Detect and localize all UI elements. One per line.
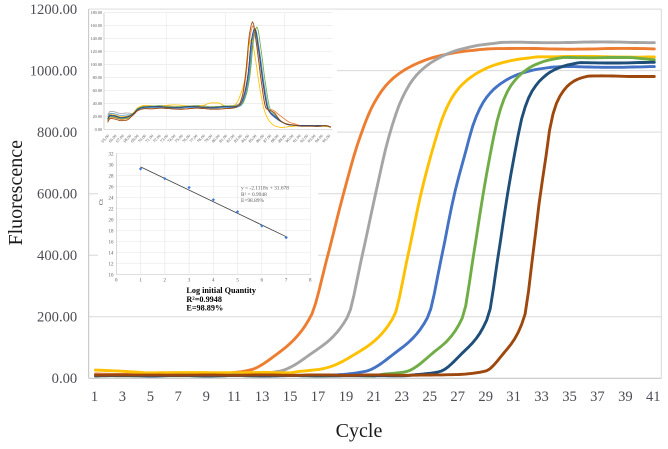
svg-text:7: 7 <box>175 389 182 405</box>
svg-text:66.00: 66.00 <box>107 133 117 143</box>
svg-text:70.00: 70.00 <box>137 133 147 143</box>
svg-text:1: 1 <box>139 279 142 284</box>
svg-text:1000.00: 1000.00 <box>30 63 77 79</box>
svg-text:16: 16 <box>109 240 115 245</box>
svg-text:22: 22 <box>109 207 115 212</box>
svg-text:89.00: 89.00 <box>277 133 287 143</box>
svg-text:82.00: 82.00 <box>225 133 235 143</box>
svg-text:7: 7 <box>285 279 288 284</box>
svg-text:77.00: 77.00 <box>188 133 198 143</box>
svg-text:y = -2.1118x + 31.678: y = -2.1118x + 31.678 <box>241 186 289 192</box>
svg-text:37: 37 <box>590 389 605 405</box>
svg-text:17: 17 <box>311 389 326 405</box>
svg-text:26: 26 <box>109 185 115 190</box>
svg-text:79.00: 79.00 <box>203 133 213 143</box>
svg-text:31: 31 <box>506 389 521 405</box>
svg-text:74.00: 74.00 <box>166 133 176 143</box>
svg-text:60.00: 60.00 <box>93 88 102 93</box>
svg-text:39: 39 <box>618 389 633 405</box>
svg-text:75.00: 75.00 <box>174 133 184 143</box>
svg-text:1: 1 <box>91 389 98 405</box>
svg-text:Log initial Quantity: Log initial Quantity <box>186 286 257 295</box>
svg-text:14: 14 <box>109 251 115 256</box>
svg-text:93.00: 93.00 <box>306 133 316 143</box>
svg-text:27: 27 <box>450 389 465 405</box>
svg-text:21: 21 <box>367 389 382 405</box>
svg-text:12: 12 <box>109 262 115 267</box>
svg-text:Cycle: Cycle <box>336 420 383 442</box>
svg-text:3: 3 <box>119 389 126 405</box>
svg-text:25: 25 <box>423 389 438 405</box>
svg-text:40.00: 40.00 <box>93 101 102 106</box>
svg-text:0: 0 <box>115 279 118 284</box>
svg-text:E=98.89%: E=98.89% <box>241 198 264 204</box>
svg-text:67.00: 67.00 <box>115 133 125 143</box>
svg-text:5: 5 <box>147 389 154 405</box>
svg-text:28: 28 <box>109 174 115 179</box>
svg-text:180.00: 180.00 <box>90 10 102 15</box>
svg-text:32: 32 <box>109 152 115 157</box>
svg-text:81.00: 81.00 <box>218 133 228 143</box>
svg-text:0.00: 0.00 <box>52 371 78 387</box>
svg-text:0.00: 0.00 <box>95 127 102 132</box>
svg-text:10: 10 <box>109 273 115 278</box>
svg-text:86.00: 86.00 <box>255 133 265 143</box>
svg-text:91.00: 91.00 <box>292 133 302 143</box>
svg-text:20.00: 20.00 <box>93 114 102 119</box>
svg-text:2: 2 <box>164 279 167 284</box>
svg-text:72.00: 72.00 <box>152 133 162 143</box>
svg-text:87.00: 87.00 <box>262 133 272 143</box>
svg-text:24: 24 <box>109 196 115 201</box>
svg-text:400.00: 400.00 <box>37 248 77 264</box>
svg-text:78.00: 78.00 <box>196 133 206 143</box>
svg-text:8: 8 <box>309 279 312 284</box>
svg-text:88.00: 88.00 <box>270 133 280 143</box>
svg-text:1200.00: 1200.00 <box>30 2 77 18</box>
svg-text:Fluorescence: Fluorescence <box>5 140 27 246</box>
svg-text:80.00: 80.00 <box>211 133 221 143</box>
svg-text:120.00: 120.00 <box>90 49 102 54</box>
svg-text:6: 6 <box>261 279 264 284</box>
svg-text:76.00: 76.00 <box>181 133 191 143</box>
svg-text:23: 23 <box>395 389 410 405</box>
svg-text:68.00: 68.00 <box>122 133 132 143</box>
svg-text:800.00: 800.00 <box>37 125 77 141</box>
svg-text:85.00: 85.00 <box>247 133 257 143</box>
svg-text:5: 5 <box>236 279 239 284</box>
svg-text:R² = 0.9948: R² = 0.9948 <box>241 192 267 198</box>
svg-text:600.00: 600.00 <box>37 187 77 203</box>
svg-text:R²=0.9948: R²=0.9948 <box>186 295 222 304</box>
svg-text:30: 30 <box>109 163 115 168</box>
svg-text:160.00: 160.00 <box>90 23 102 28</box>
svg-text:92.00: 92.00 <box>299 133 309 143</box>
svg-text:71.00: 71.00 <box>144 133 154 143</box>
svg-text:Ct: Ct <box>98 199 105 205</box>
svg-text:140.00: 140.00 <box>90 36 102 41</box>
svg-text:73.00: 73.00 <box>159 133 169 143</box>
svg-text:41: 41 <box>646 389 661 405</box>
svg-text:29: 29 <box>478 389 493 405</box>
svg-text:83.00: 83.00 <box>233 133 243 143</box>
svg-text:69.00: 69.00 <box>130 133 140 143</box>
svg-text:94.00: 94.00 <box>314 133 324 143</box>
svg-text:9: 9 <box>203 389 210 405</box>
svg-text:20: 20 <box>109 218 115 223</box>
svg-text:11: 11 <box>227 389 241 405</box>
svg-text:84.00: 84.00 <box>240 133 250 143</box>
svg-text:15: 15 <box>283 389 298 405</box>
svg-text:65.00: 65.00 <box>100 133 110 143</box>
svg-text:35: 35 <box>562 389 577 405</box>
svg-text:13: 13 <box>255 389 270 405</box>
svg-text:33: 33 <box>534 389 549 405</box>
svg-text:4: 4 <box>212 279 215 284</box>
svg-text:95.00: 95.00 <box>321 133 331 143</box>
svg-text:3: 3 <box>188 279 191 284</box>
svg-text:200.00: 200.00 <box>37 310 77 326</box>
svg-text:90.00: 90.00 <box>284 133 294 143</box>
svg-text:18: 18 <box>109 229 115 234</box>
svg-text:100.00: 100.00 <box>90 62 102 67</box>
svg-text:E=98.89%: E=98.89% <box>186 304 223 313</box>
svg-text:80.00: 80.00 <box>93 75 102 80</box>
svg-text:19: 19 <box>339 389 354 405</box>
